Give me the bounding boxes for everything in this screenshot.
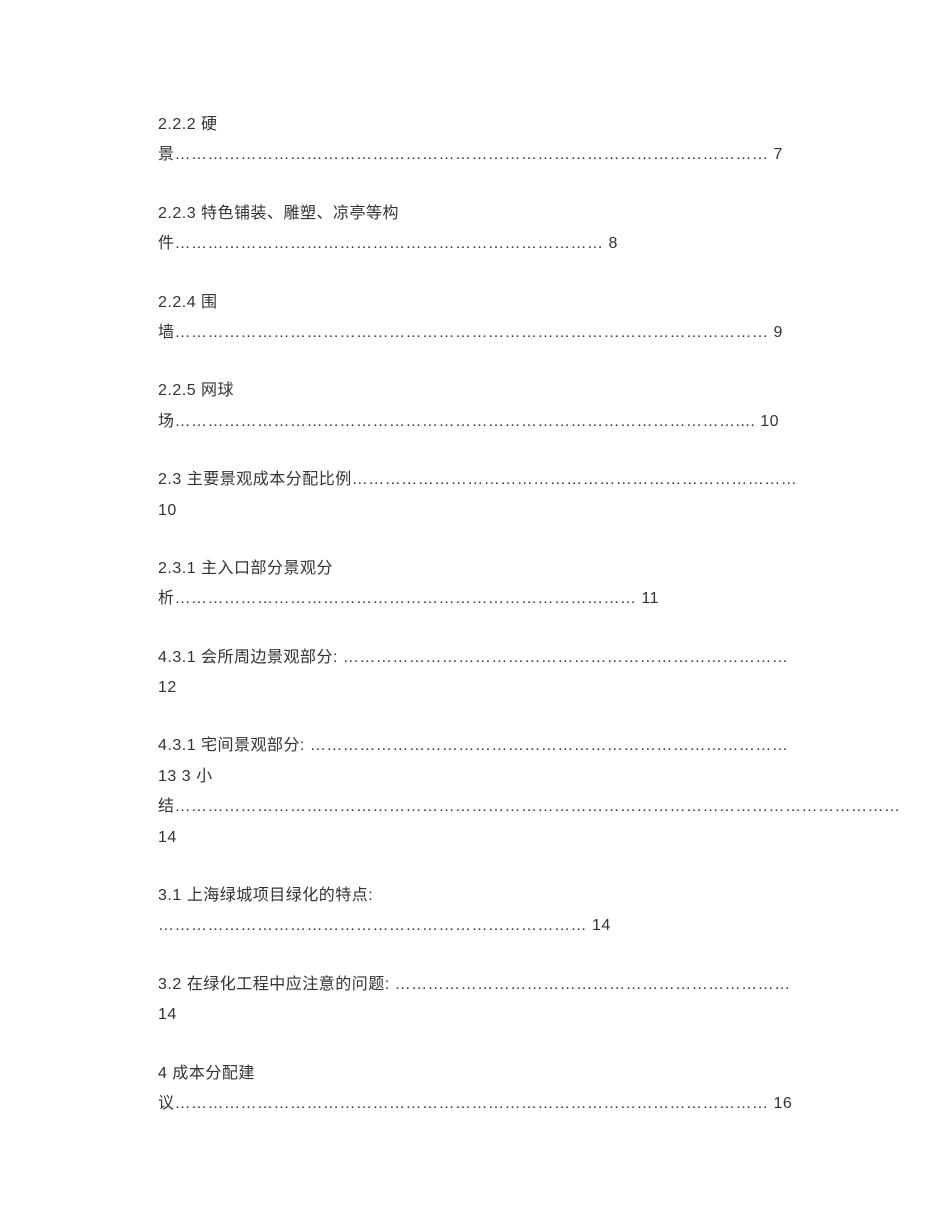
toc-entry: 2.2.3 特色铺装、雕塑、凉亭等构件………………………………………………………… xyxy=(158,199,800,260)
toc-container: 2.2.2 硬景……………………………………………………………………………………… xyxy=(158,110,800,1119)
toc-entry: 4 成本分配建议……………………………………………………………………………………… xyxy=(158,1059,800,1120)
toc-entry: 2.3.1 主入口部分景观分析…………………………………………………………………… xyxy=(158,554,800,615)
toc-entry: 2.2.4 围墙……………………………………………………………………………………… xyxy=(158,288,800,349)
toc-entry: 3.2 在绿化工程中应注意的问题: …………………………………………………………… xyxy=(158,970,800,1031)
toc-entry: 4.3.1 宅间景观部分: ……………………………………………………………………… xyxy=(158,731,800,853)
toc-entry: 2.3 主要景观成本分配比例……………………………………………………………………… xyxy=(158,465,800,526)
toc-entry: 3.1 上海绿城项目绿化的特点: ……………………………………………………………… xyxy=(158,881,800,942)
toc-entry: 4.3.1 会所周边景观部分: ………………………………………………………………… xyxy=(158,643,800,704)
toc-entry: 2.2.5 网球场…………………………………………………………………………………… xyxy=(158,376,800,437)
toc-entry: 2.2.2 硬景……………………………………………………………………………………… xyxy=(158,110,800,171)
